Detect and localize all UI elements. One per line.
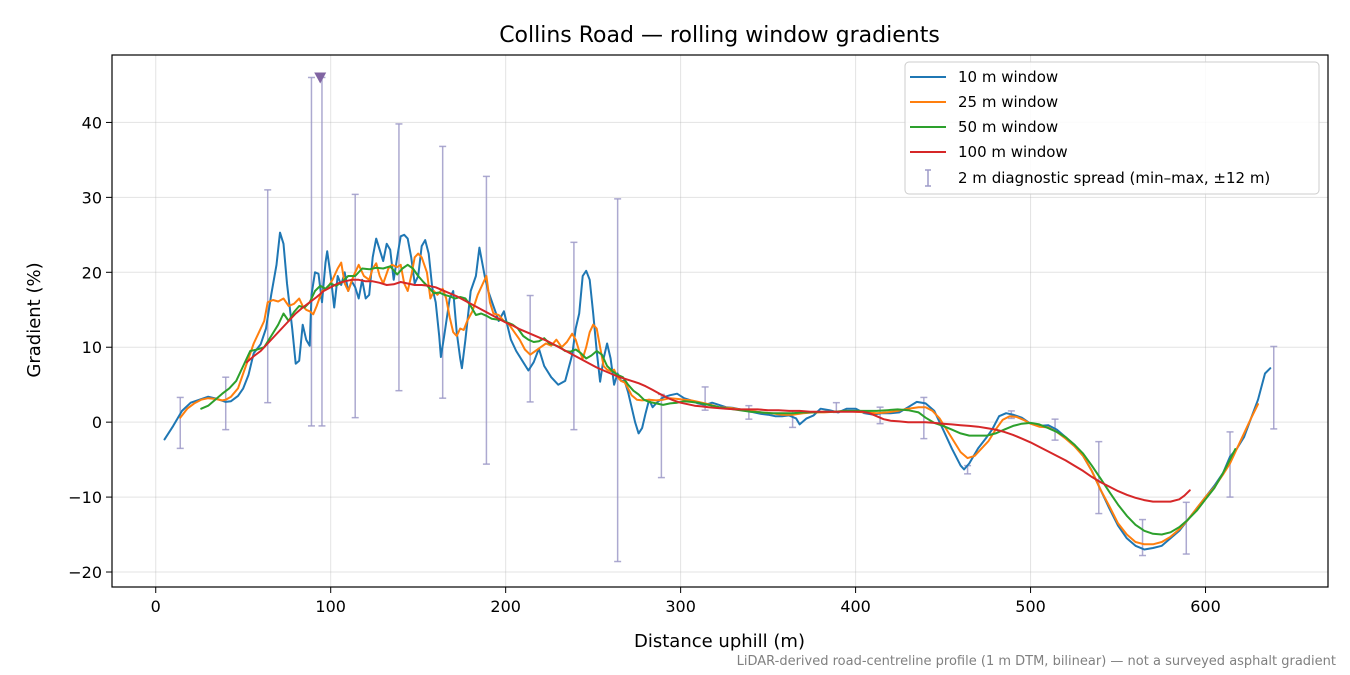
- spread-errorbar: [526, 294, 534, 403]
- spread-errorbar: [351, 193, 359, 419]
- spread-errorbar: [264, 189, 272, 404]
- legend-swatch-spread: [925, 169, 931, 187]
- y-tick-label: −10: [68, 488, 102, 507]
- spread-errorbar: [222, 376, 230, 431]
- series-line-w25: [179, 252, 1259, 546]
- legend-label-50m: 50 m window: [958, 118, 1058, 136]
- max-gradient-marker: [314, 72, 327, 84]
- plot-frame: [111, 54, 1329, 588]
- spread-errorbar: [439, 145, 447, 399]
- x-tick-label: 100: [315, 597, 346, 616]
- y-tick-label: 0: [92, 413, 102, 432]
- x-tick-label: 300: [665, 597, 696, 616]
- footnote: LiDAR-derived road-centreline profile (1…: [737, 654, 1336, 669]
- spread-errorbar: [920, 396, 928, 440]
- spread-errorbar: [1182, 501, 1190, 555]
- x-tick-label: 400: [840, 597, 871, 616]
- spread-errorbar: [482, 175, 490, 465]
- spread-errorbar: [1270, 345, 1278, 430]
- legend-label-100m: 100 m window: [958, 143, 1068, 161]
- series-lines: [163, 231, 1272, 551]
- y-tick-label: −20: [68, 563, 102, 582]
- series-line-w50: [200, 263, 1237, 536]
- spread-errorbar: [614, 198, 622, 563]
- y-tick-label: 40: [82, 113, 102, 132]
- y-tick-label: 30: [82, 188, 102, 207]
- legend: 10 m window 25 m window 50 m window 100 …: [904, 61, 1320, 195]
- y-axis-ticks: −20 −10 0 10 20 30 40: [68, 113, 112, 582]
- x-axis-label: Distance uphill (m): [634, 631, 805, 652]
- x-axis-ticks: 0 100 200 300 400 500 600: [151, 587, 1221, 616]
- x-tick-label: 0: [151, 597, 161, 616]
- y-tick-label: 10: [82, 338, 102, 357]
- y-tick-label: 20: [82, 263, 102, 282]
- spread-errorbar: [176, 396, 184, 450]
- y-axis-label: Gradient (%): [24, 262, 45, 377]
- legend-label-10m: 10 m window: [958, 68, 1058, 86]
- chart-title: Collins Road — rolling window gradients: [499, 23, 940, 48]
- spread-errorbar: [307, 76, 315, 427]
- legend-box: [904, 61, 1320, 195]
- legend-label-25m: 25 m window: [958, 93, 1058, 111]
- series-line-w100: [245, 278, 1191, 503]
- legend-label-spread: 2 m diagnostic spread (min–max, ±12 m): [958, 169, 1270, 187]
- x-tick-label: 500: [1015, 597, 1046, 616]
- x-tick-label: 200: [490, 597, 521, 616]
- x-tick-label: 600: [1190, 597, 1221, 616]
- spread-errorbar: [395, 123, 403, 392]
- max-marker-layer: [314, 72, 327, 84]
